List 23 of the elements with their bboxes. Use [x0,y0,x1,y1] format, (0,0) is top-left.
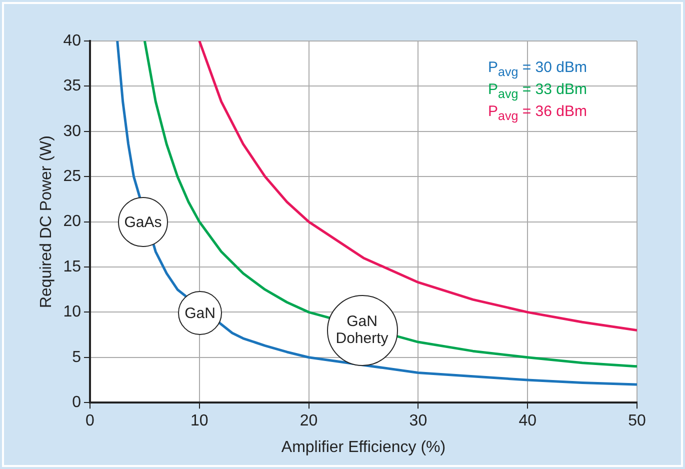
y-tick-label: 0 [72,394,82,412]
annotation: GaAs [124,214,162,230]
y-tick-label: 25 [63,168,82,186]
annotation: GaN Doherty [336,313,388,347]
y-tick-label: 5 [72,348,82,366]
text: P$_{avg}$ = 30 dBm [488,59,587,81]
x-axis-title: Amplifier Efficiency (%) [281,438,446,456]
annotation: GaN [184,304,216,322]
text: P$_{avg}$ = 33 dBm [488,81,587,103]
y-tick-label: 40 [63,32,82,50]
y-tick-label: 35 [63,78,82,95]
x-tick-label: 10 [190,412,208,430]
y-tick-label: 10 [63,304,82,321]
text: P$_{avg}$ = 36 dBm [488,103,587,125]
x-tick-label: 0 [86,412,95,430]
y-tick-label: 15 [63,258,82,276]
x-tick-label: 40 [518,412,537,430]
y-axis-title: Required DC Power (W) [38,136,56,308]
x-tick-label: 30 [409,412,428,430]
y-tick-label: 20 [63,213,82,230]
x-tick-label: 50 [628,412,646,430]
y-tick-label: 30 [63,122,82,140]
x-tick-label: 20 [300,412,318,430]
